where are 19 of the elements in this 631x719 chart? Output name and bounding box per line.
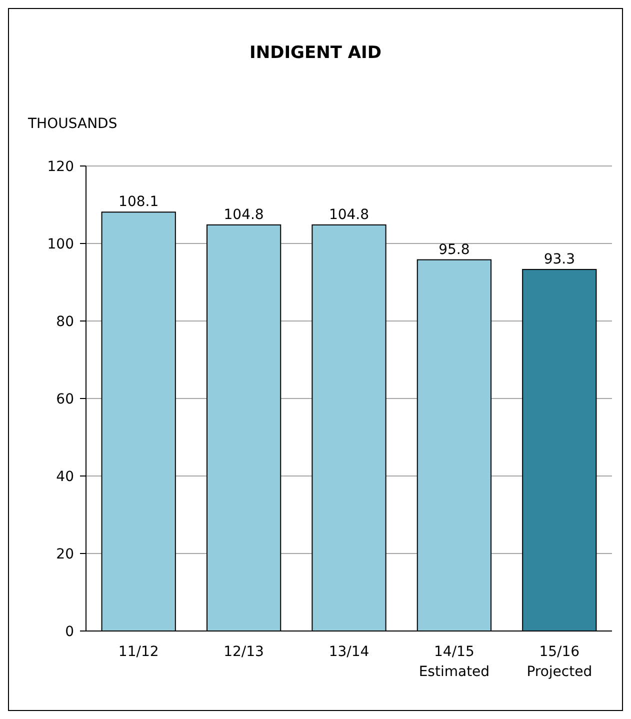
- x-tick-label: 14/15 Estimated: [418, 644, 490, 680]
- x-tick-label: 11/12: [118, 644, 159, 660]
- y-tick-label: 100: [47, 236, 74, 252]
- y-tick-label: 40: [56, 469, 74, 485]
- chart-title: INDIGENT AID: [250, 43, 382, 63]
- y-tick-label: 120: [47, 159, 74, 175]
- data-label: 108.1: [118, 194, 159, 210]
- y-tick-label: 0: [65, 624, 74, 640]
- x-tick-label: 15/16 Projected: [526, 644, 592, 680]
- data-label: 104.8: [224, 206, 264, 223]
- y-tick-label: 20: [56, 546, 74, 562]
- x-tick-label: 12/13: [224, 644, 264, 660]
- y-tick-label: 80: [56, 314, 74, 330]
- y-axis-title: THOUSANDS: [27, 116, 118, 132]
- data-label: 95.8: [438, 242, 470, 258]
- y-tick-label: 60: [56, 392, 74, 408]
- data-label: 104.8: [328, 206, 370, 223]
- data-label: 93.3: [544, 251, 575, 268]
- x-tick-label: 13/14: [328, 644, 370, 660]
